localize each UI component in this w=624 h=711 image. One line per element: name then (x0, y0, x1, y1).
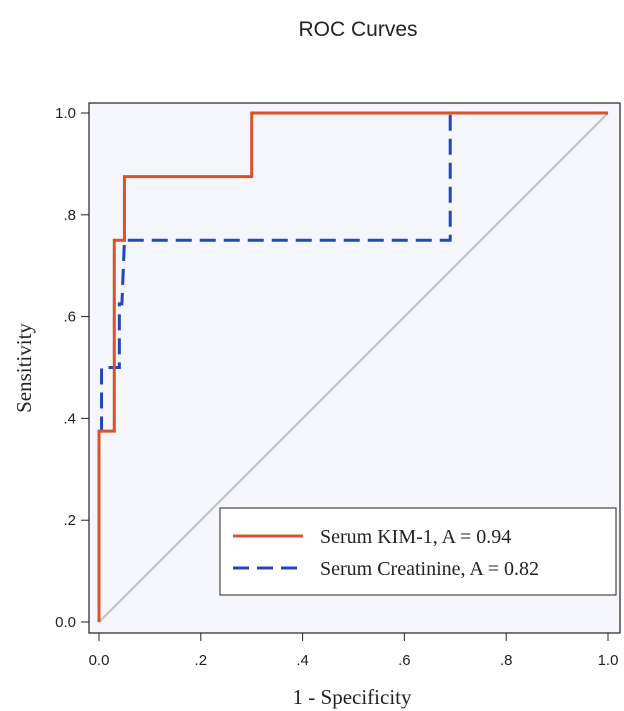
x-tick-label: 1.0 (598, 652, 619, 669)
x-tick-label: .8 (500, 652, 513, 669)
x-tick-label: .2 (195, 652, 208, 669)
legend-label-creatinine: Serum Creatinine, A = 0.82 (320, 558, 539, 580)
y-tick-label: .4 (63, 410, 76, 427)
legend-box (219, 507, 617, 596)
y-tick-label: .2 (63, 512, 76, 529)
y-tick-label: .8 (63, 207, 76, 224)
legend: Serum KIM-1, A = 0.94 Serum Creatinine, … (219, 507, 617, 596)
y-tick-label: 1.0 (55, 105, 76, 122)
y-tick-label: .6 (63, 309, 76, 326)
x-tick-label: .6 (398, 652, 411, 669)
x-tick-label: 0.0 (89, 652, 110, 669)
y-axis-label: Sensitivity (12, 323, 36, 413)
chart-title: ROC Curves (298, 18, 417, 41)
reference-diagonal-line (98, 112, 609, 623)
y-axis: 0.0 .2 .4 .6 .8 1.0 (55, 105, 89, 631)
legend-label-kim1: Serum KIM-1, A = 0.94 (320, 526, 511, 548)
x-axis: 0.0 .2 .4 .6 .8 1.0 (89, 633, 619, 669)
series-line-kim1 (97, 111, 608, 622)
x-tick-label: .4 (296, 652, 309, 669)
y-tick-label: 0.0 (55, 614, 76, 631)
series-layer (97, 111, 609, 623)
x-axis-label: 1 - Specificity (293, 685, 412, 709)
